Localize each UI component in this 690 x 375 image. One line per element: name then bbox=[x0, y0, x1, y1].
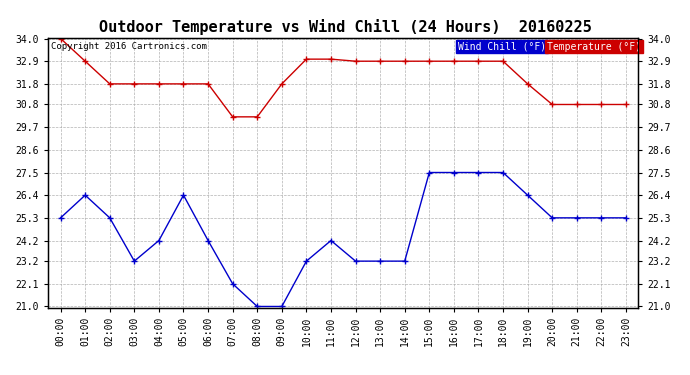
Text: Temperature (°F): Temperature (°F) bbox=[546, 42, 641, 51]
Text: Wind Chill (°F): Wind Chill (°F) bbox=[458, 42, 546, 51]
Text: Outdoor Temperature vs Wind Chill (24 Hours)  20160225: Outdoor Temperature vs Wind Chill (24 Ho… bbox=[99, 19, 591, 35]
Text: Copyright 2016 Cartronics.com: Copyright 2016 Cartronics.com bbox=[51, 42, 207, 51]
